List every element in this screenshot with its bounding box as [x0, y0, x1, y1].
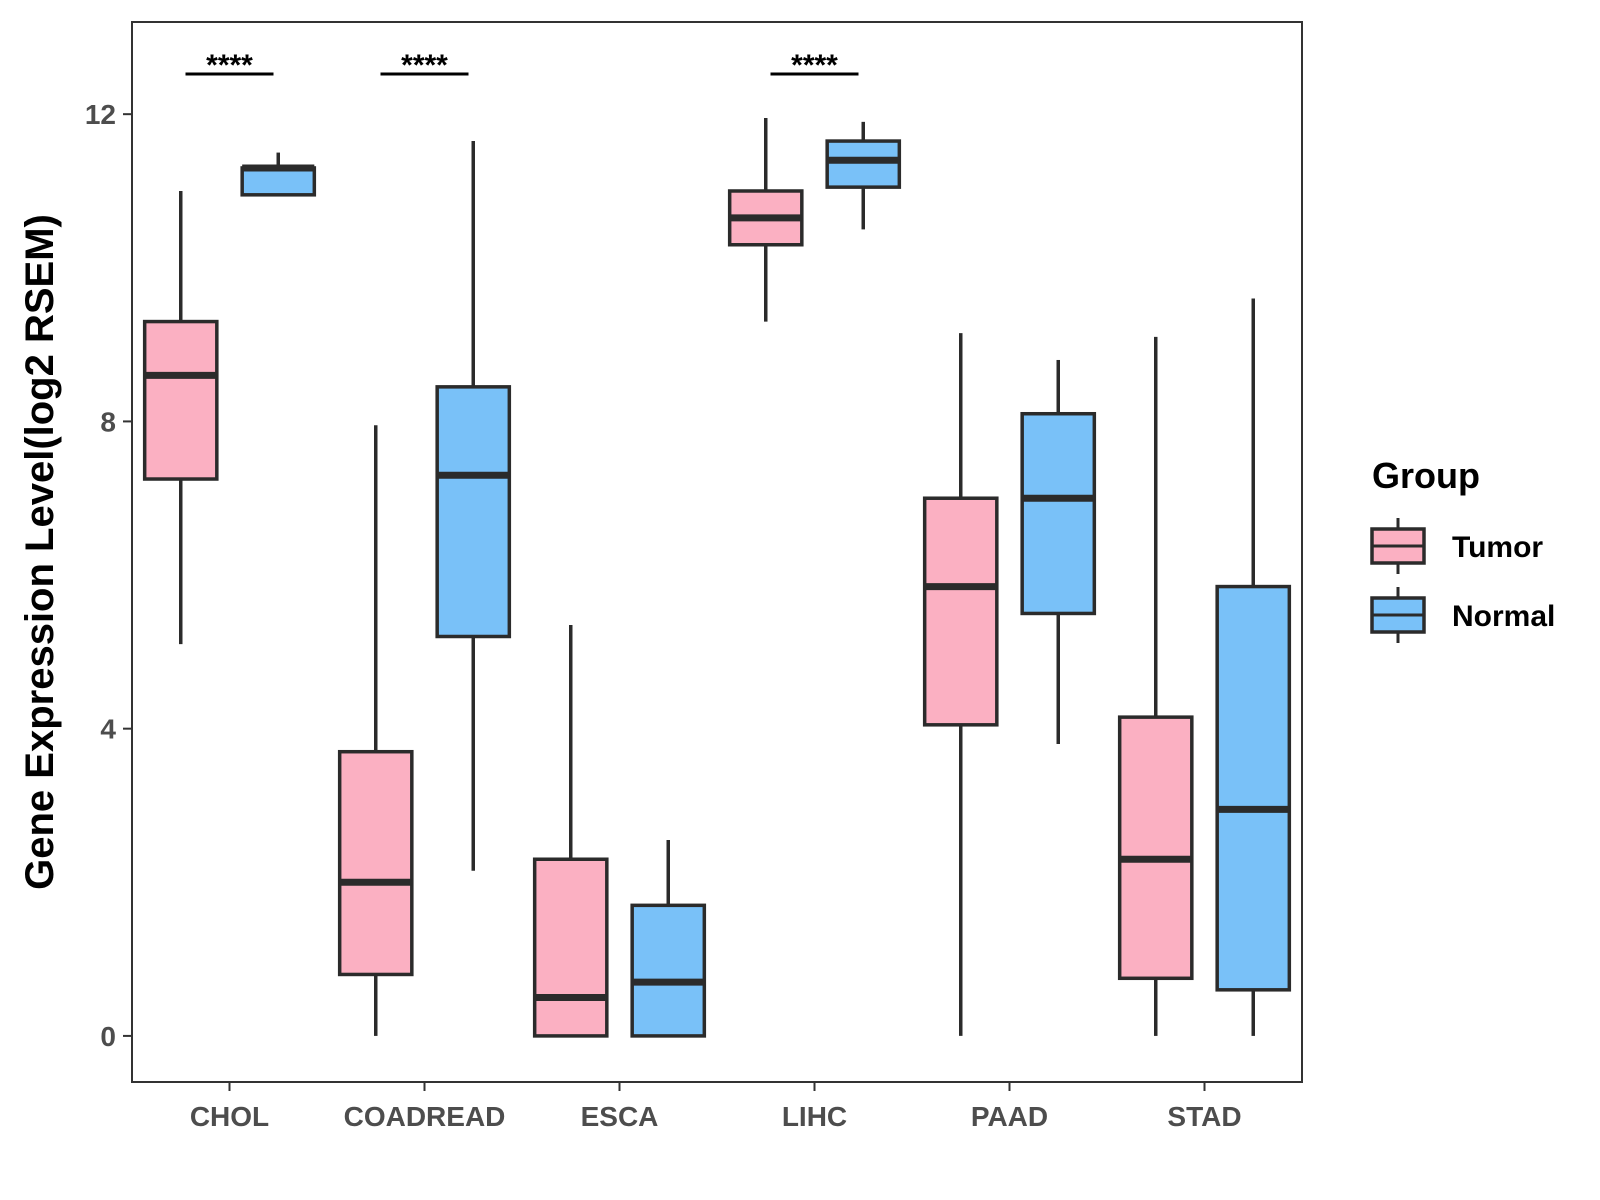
- box-iqr: [532, 857, 609, 1038]
- significance-label: ****: [206, 49, 253, 82]
- boxes-layer: [142, 118, 1292, 1038]
- legend: Group Tumor Normal: [1370, 455, 1555, 643]
- box-iqr: [337, 749, 414, 977]
- y-tick-label: 4: [100, 714, 116, 745]
- box-normal-esca: [630, 840, 707, 1038]
- x-tick-label: PAAD: [971, 1101, 1048, 1132]
- box-iqr: [240, 166, 317, 197]
- box-normal-lihc: [825, 121, 902, 230]
- y-tick-label: 12: [85, 99, 116, 130]
- box-iqr: [1215, 584, 1292, 992]
- y-tick-label: 8: [100, 406, 116, 437]
- x-tick-label: CHOL: [190, 1101, 269, 1132]
- box-iqr: [1020, 411, 1097, 616]
- legend-entry-tumor: Tumor: [1370, 518, 1543, 574]
- y-axis-title: Gene Expression Level(log2 RSEM): [18, 214, 62, 890]
- box-iqr: [142, 319, 219, 481]
- box-tumor-chol: [142, 190, 219, 645]
- box-normal-chol: [240, 152, 317, 197]
- box-iqr: [922, 496, 999, 727]
- box-normal-coadread: [435, 141, 512, 871]
- legend-label: Normal: [1452, 600, 1555, 633]
- legend-label: Tumor: [1452, 531, 1543, 564]
- significance-coadread: ****: [380, 49, 469, 82]
- x-tick-label: COADREAD: [344, 1101, 506, 1132]
- significance-label: ****: [791, 49, 838, 82]
- x-tick-label: STAD: [1167, 1101, 1241, 1132]
- box-iqr: [825, 139, 902, 189]
- y-tick-label: 0: [100, 1021, 116, 1052]
- box-iqr: [435, 385, 512, 639]
- significance-label: ****: [401, 49, 448, 82]
- significance-annotations: **** **** ****: [185, 49, 859, 82]
- legend-entry-normal: Normal: [1370, 587, 1555, 643]
- box-tumor-esca: [532, 624, 609, 1038]
- box-tumor-lihc: [727, 118, 804, 322]
- box-iqr: [1117, 715, 1194, 981]
- x-axis: CHOL COADREAD ESCA LIHC PAAD STAD: [190, 1082, 1242, 1132]
- box-tumor-paad: [922, 333, 999, 1036]
- y-axis: 0 4 8 12: [85, 99, 132, 1052]
- significance-chol: ****: [185, 49, 274, 82]
- legend-title: Group: [1372, 455, 1480, 496]
- box-iqr: [630, 903, 707, 1038]
- box-normal-paad: [1020, 359, 1097, 745]
- x-tick-label: LIHC: [782, 1101, 847, 1132]
- significance-lihc: ****: [770, 49, 859, 82]
- box-tumor-stad: [1117, 336, 1194, 1036]
- box-tumor-coadread: [337, 425, 414, 1036]
- box-normal-stad: [1215, 298, 1292, 1036]
- plot-panel: [131, 21, 1303, 1083]
- x-tick-label: ESCA: [581, 1101, 659, 1132]
